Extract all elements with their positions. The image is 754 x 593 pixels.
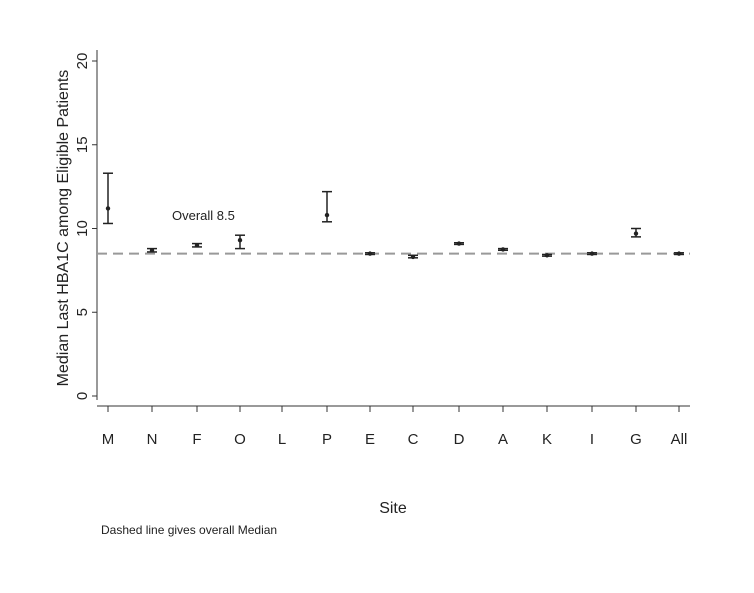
median-point [633,231,639,236]
median-point [237,238,243,243]
x-tick-label: L [278,431,286,448]
median-point [676,251,682,256]
x-tick-label: M [102,431,115,448]
x-tick-label: E [365,431,375,448]
x-tick-label: F [192,431,201,448]
x-tick-label: P [322,431,332,448]
x-tick-label: G [630,431,642,448]
median-point [500,247,506,252]
y-tick-label: 10 [74,220,91,237]
y-tick-label: 0 [74,392,91,400]
x-tick-label: C [408,431,419,448]
median-point [410,254,416,260]
y-tick-label: 5 [74,308,91,316]
x-tick-label: N [147,431,158,448]
x-tick-label: I [590,431,594,448]
median-point [456,241,462,246]
x-tick-label: O [234,431,246,448]
x-tick-label: All [671,431,688,448]
median-point [194,243,200,248]
x-tick-label: K [542,431,552,448]
median-point [367,251,373,256]
chart-footnote: Dashed line gives overall Median [101,523,278,537]
overall-median-annotation: Overall 8.5 [172,208,235,223]
x-tick-label: A [498,431,508,448]
y-tick-label: 20 [74,53,91,70]
median-point [324,212,330,218]
median-point [589,251,595,256]
y-axis-label: Median Last HBA1C among Eligible Patient… [55,70,72,387]
median-point [544,253,550,258]
x-tick-label: D [454,431,465,448]
median-point [149,248,155,253]
y-tick-label: 15 [74,136,91,153]
median-point [105,206,111,211]
x-axis-label: Site [379,500,407,517]
